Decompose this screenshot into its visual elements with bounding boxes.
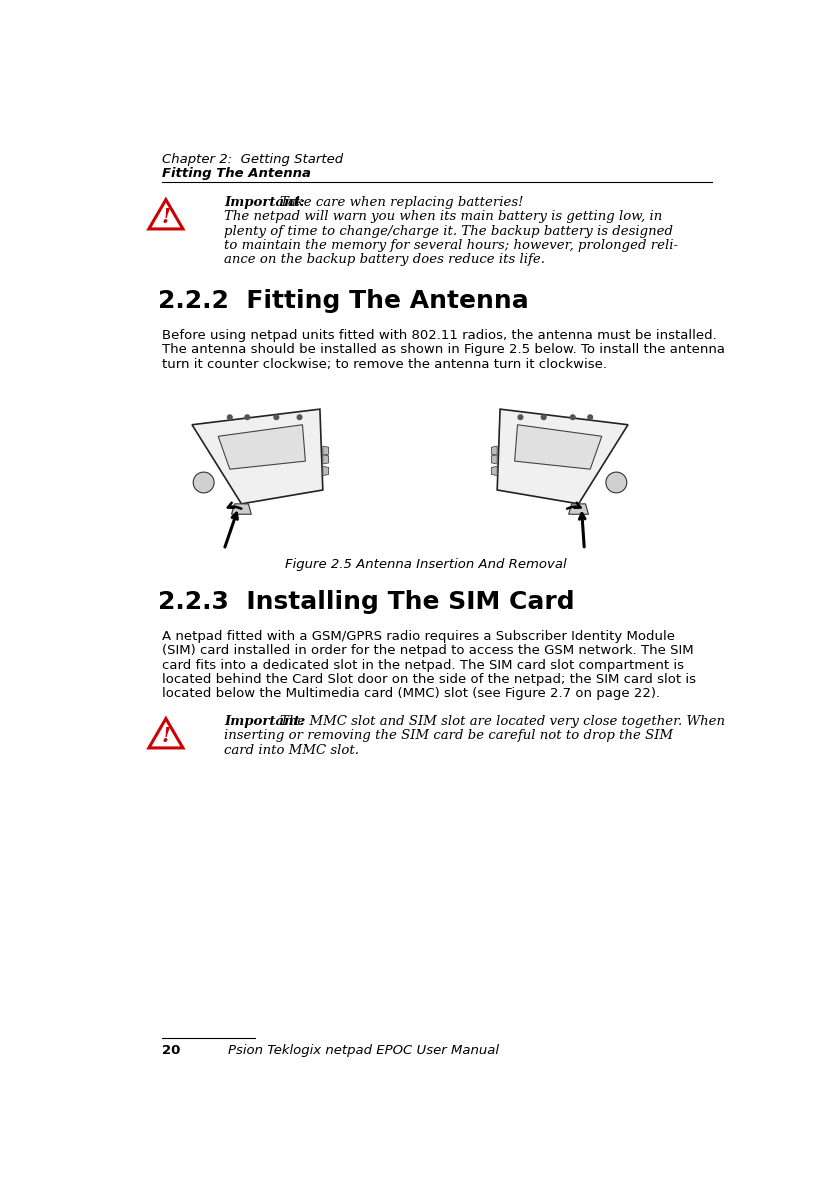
Text: card into MMC slot.: card into MMC slot. [224, 743, 359, 757]
Text: 2.2.3  Installing The SIM Card: 2.2.3 Installing The SIM Card [158, 590, 575, 614]
Circle shape [297, 415, 302, 420]
Text: card fits into a dedicated slot in the netpad. The SIM card slot compartment is: card fits into a dedicated slot in the n… [162, 658, 684, 671]
Text: 2.2.2  Fitting The Antenna: 2.2.2 Fitting The Antenna [158, 289, 529, 313]
Polygon shape [322, 466, 328, 476]
Circle shape [518, 415, 523, 420]
Polygon shape [497, 409, 628, 504]
Text: Important:: Important: [224, 716, 305, 728]
Circle shape [588, 415, 593, 420]
Circle shape [606, 472, 627, 493]
Text: !: ! [161, 725, 170, 746]
Polygon shape [491, 454, 497, 464]
Text: ance on the backup battery does reduce its life.: ance on the backup battery does reduce i… [224, 253, 545, 266]
Text: The MMC slot and SIM slot are located very close together. When: The MMC slot and SIM slot are located ve… [280, 716, 725, 728]
Circle shape [541, 415, 546, 420]
Text: The antenna should be installed as shown in Figure 2.5 below. To install the ant: The antenna should be installed as shown… [162, 343, 725, 356]
Text: (SIM) card installed in order for the netpad to access the GSM network. The SIM: (SIM) card installed in order for the ne… [162, 644, 694, 657]
Text: Figure 2.5 Antenna Insertion And Removal: Figure 2.5 Antenna Insertion And Removal [285, 558, 567, 571]
Text: plenty of time to change/charge it. The backup battery is designed: plenty of time to change/charge it. The … [224, 224, 673, 237]
Text: 20: 20 [162, 1044, 180, 1058]
Polygon shape [219, 424, 305, 469]
Polygon shape [322, 454, 328, 464]
Circle shape [570, 415, 575, 420]
Text: A netpad fitted with a GSM/GPRS radio requires a Subscriber Identity Module: A netpad fitted with a GSM/GPRS radio re… [162, 631, 675, 643]
Polygon shape [322, 446, 328, 456]
Text: The netpad will warn you when its main battery is getting low, in: The netpad will warn you when its main b… [224, 211, 662, 223]
Circle shape [274, 415, 278, 420]
Text: to maintain the memory for several hours; however, prolonged reli-: to maintain the memory for several hours… [224, 239, 678, 252]
Circle shape [245, 415, 249, 420]
Text: !: ! [161, 206, 170, 227]
Text: located behind the Card Slot door on the side of the netpad; the SIM card slot i: located behind the Card Slot door on the… [162, 673, 696, 686]
Text: Before using netpad units fitted with 802.11 radios, the antenna must be install: Before using netpad units fitted with 80… [162, 329, 717, 342]
Polygon shape [192, 409, 322, 504]
Text: located below the Multimedia card (MMC) slot (see Figure 2.7 on page 22).: located below the Multimedia card (MMC) … [162, 687, 660, 700]
Text: Chapter 2:  Getting Started: Chapter 2: Getting Started [162, 153, 343, 167]
Text: turn it counter clockwise; to remove the antenna turn it clockwise.: turn it counter clockwise; to remove the… [162, 357, 607, 370]
Polygon shape [514, 424, 602, 469]
Polygon shape [491, 446, 497, 456]
Text: inserting or removing the SIM card be careful not to drop the SIM: inserting or removing the SIM card be ca… [224, 729, 673, 742]
Polygon shape [568, 504, 588, 514]
Polygon shape [232, 504, 251, 514]
Polygon shape [149, 718, 183, 748]
Text: Take care when replacing batteries!: Take care when replacing batteries! [280, 197, 524, 210]
Polygon shape [149, 199, 183, 229]
Text: Psion Teklogix netpad EPOC User Manual: Psion Teklogix netpad EPOC User Manual [228, 1044, 499, 1058]
Polygon shape [491, 466, 497, 476]
Text: Fitting The Antenna: Fitting The Antenna [162, 167, 311, 180]
Circle shape [193, 472, 214, 493]
Text: Important:: Important: [224, 197, 305, 210]
Circle shape [228, 415, 232, 420]
